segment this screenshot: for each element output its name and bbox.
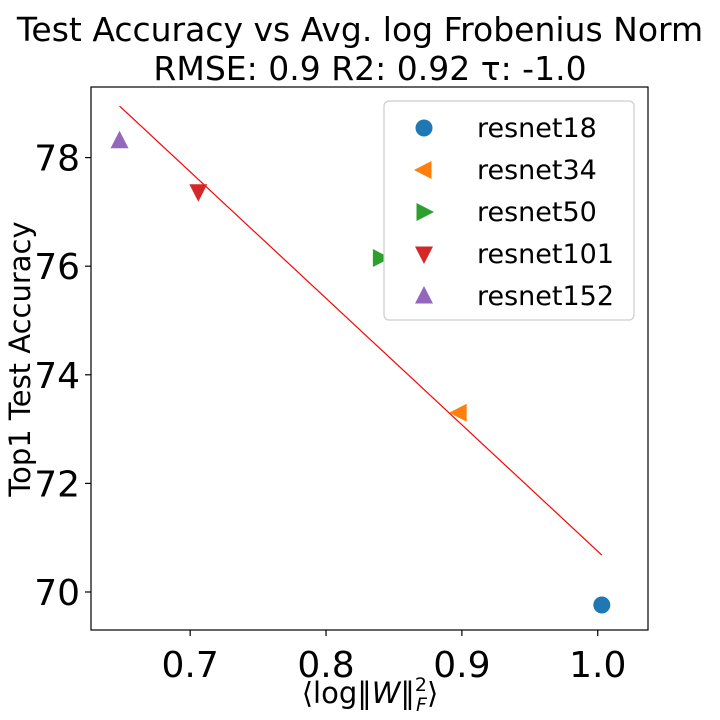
legend-marker-resnet50 — [416, 203, 434, 221]
x-tick-label: 1.0 — [569, 645, 626, 686]
legend-marker-resnet101 — [415, 246, 433, 264]
legend-marker-resnet34 — [414, 161, 432, 179]
x-tick-label: 0.9 — [433, 645, 490, 686]
y-tick-label: 76 — [34, 247, 80, 288]
x-tick-label: 0.8 — [297, 645, 354, 686]
y-tick-label: 70 — [34, 573, 80, 614]
legend-label: resnet152 — [477, 281, 614, 312]
point-resnet18 — [593, 596, 611, 614]
legend-label: resnet34 — [477, 155, 597, 186]
legend-item-resnet152: resnet152 — [415, 281, 614, 312]
x-tick-label: 0.7 — [162, 645, 219, 686]
y-tick-label: 78 — [34, 139, 80, 180]
regression-line — [119, 105, 603, 556]
legend-item-resnet34: resnet34 — [414, 155, 597, 186]
legend-label: resnet18 — [477, 113, 597, 144]
y-axis-label: Top1 Test Accuracy — [3, 221, 37, 497]
x-axis-label: ⟨log‖W‖2 F⟩ — [302, 674, 439, 716]
plot-area — [90, 86, 649, 631]
chart-subtitle: RMSE: 0.9 R2: 0.92 τ: -1.0 — [153, 49, 586, 88]
point-resnet50 — [372, 249, 391, 268]
y-tick-label: 74 — [34, 356, 80, 397]
legend-label: resnet50 — [477, 197, 597, 228]
legend-item-resnet18: resnet18 — [415, 113, 597, 144]
point-resnet101 — [189, 184, 208, 202]
data-points-layer — [110, 130, 611, 614]
fit-line-layer — [119, 105, 603, 556]
axis-ticks-layer: 0.7 0.8 0.9 1.0 70 72 74 76 78 — [34, 139, 626, 686]
y-tick-label: 72 — [34, 464, 80, 505]
plot-frame — [90, 86, 649, 631]
legend-marker-resnet152 — [415, 286, 433, 304]
point-resnet34 — [449, 403, 467, 422]
legend-item-resnet50: resnet50 — [416, 197, 597, 228]
legend-box — [383, 100, 635, 321]
legend-label: resnet101 — [477, 239, 614, 270]
legend-item-resnet101: resnet101 — [415, 239, 614, 270]
chart-title: Test Accuracy vs Avg. log Frobenius Norm — [16, 10, 703, 49]
point-resnet152 — [110, 130, 129, 149]
legend-marker-resnet18 — [415, 119, 433, 137]
legend: resnet18 resnet34 resnet50 resnet101 resnet1… — [383, 100, 635, 321]
